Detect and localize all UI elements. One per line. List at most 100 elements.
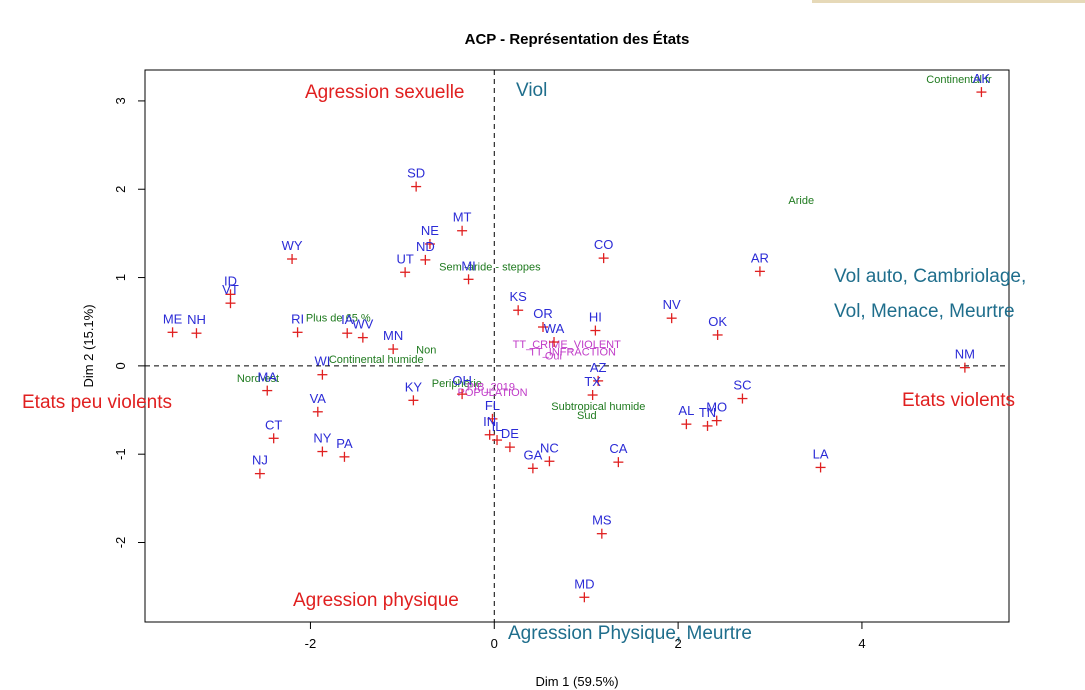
top-decorative-strip <box>812 0 1085 3</box>
state-point: KS <box>510 289 527 316</box>
supplementary-label: Continental humide <box>329 354 424 366</box>
state-label: NY <box>313 431 331 446</box>
state-label: KY <box>405 379 423 394</box>
supplementary-labels: Continental fr Aride Semi-aride - steppes P… <box>237 74 992 422</box>
y-tick-label: 1 <box>113 274 128 281</box>
state-point: MA <box>257 370 277 396</box>
plot-area <box>144 69 1010 623</box>
state-point: AL <box>678 403 694 430</box>
state-point: DE <box>501 426 519 453</box>
state-label: TN <box>699 405 716 420</box>
state-point: SC <box>733 378 751 404</box>
state-label: NM <box>955 347 975 362</box>
state-point: ME <box>163 311 183 338</box>
state-point: NH <box>187 312 206 339</box>
variable-label: TT_CRIME_VIOLENT <box>513 339 621 351</box>
x-tick-label: 0 <box>491 636 498 651</box>
state-point: IN <box>483 414 496 440</box>
state-label: NH <box>187 312 206 327</box>
state-label: GA <box>523 447 542 462</box>
plot-border <box>144 69 1010 623</box>
state-label: IA <box>341 312 354 327</box>
state-point: TX <box>584 374 601 401</box>
state-point: MN <box>383 328 403 355</box>
supplementary-label: Non <box>416 345 436 357</box>
state-label: ID <box>224 273 237 288</box>
state-label: AK <box>973 71 991 86</box>
state-label: AR <box>751 250 769 265</box>
y-axis: -2 -1 0 1 2 3 <box>113 97 145 548</box>
state-label: AL <box>678 403 694 418</box>
state-point: AR <box>751 250 769 277</box>
annotation-etats-violents: Etats violents <box>902 390 1015 411</box>
supplementary-label: Subtropical humide <box>551 401 645 413</box>
state-point: NV <box>663 297 681 324</box>
state-point: KY <box>405 379 423 406</box>
supplementary-label: Sud <box>577 410 597 422</box>
y-tick-label: 0 <box>113 362 128 369</box>
state-label: FL <box>485 398 500 413</box>
state-label: MN <box>383 328 403 343</box>
state-point: LA <box>813 446 829 473</box>
state-label: MS <box>592 513 612 528</box>
state-label: MI <box>461 258 475 273</box>
variable-label: POPULATION <box>458 387 528 399</box>
annotation-viol: Viol <box>516 80 547 101</box>
state-label: CA <box>609 441 627 456</box>
x-axis: -2 0 2 4 <box>305 622 866 651</box>
state-point: IA <box>341 312 354 339</box>
state-label: SC <box>733 378 751 393</box>
variable-label: Oui <box>545 351 562 363</box>
state-point: MO <box>706 400 727 426</box>
annotation-vol-auto-cambriolage: Vol auto, Cambriolage, <box>834 266 1026 287</box>
state-point: NM <box>955 347 975 373</box>
state-label: NE <box>421 223 439 238</box>
supplementary-label: Plus de 65 % <box>306 313 371 325</box>
state-label: CT <box>265 417 282 432</box>
state-point: OK <box>708 314 727 340</box>
state-label: ND <box>416 239 435 254</box>
state-label: AZ <box>590 360 607 375</box>
state-point: NC <box>540 440 559 467</box>
variable-label: TT_INFRACTION <box>529 346 616 358</box>
state-label: NJ <box>252 453 268 468</box>
x-tick-label: 2 <box>674 636 681 651</box>
state-label: IN <box>483 414 496 429</box>
state-point: TN <box>699 405 716 431</box>
supplementary-label: Semi-aride - steppes <box>439 261 541 273</box>
state-label: LA <box>813 446 829 461</box>
state-label: WY <box>282 238 303 253</box>
state-point: HI <box>589 310 602 336</box>
state-point: AZ <box>590 360 607 386</box>
state-point: CO <box>594 237 613 264</box>
state-label: SD <box>407 166 425 181</box>
y-tick-label: 2 <box>113 186 128 193</box>
state-point: ID <box>224 273 237 300</box>
state-point: VA <box>310 391 326 417</box>
annotation-etats-peu-violents: Etats peu violents <box>22 392 172 413</box>
state-point: OH <box>452 373 472 400</box>
state-point: FL <box>485 398 500 424</box>
state-label: RI <box>291 311 304 326</box>
state-label: TX <box>584 374 601 389</box>
state-label: ME <box>163 311 183 326</box>
state-label: PA <box>336 436 353 451</box>
state-label: UT <box>396 251 413 266</box>
state-point: MT <box>453 210 472 236</box>
y-tick-label: 3 <box>113 97 128 104</box>
state-point: CA <box>609 441 628 468</box>
state-point: PA <box>336 436 353 462</box>
state-point: UT <box>396 251 414 278</box>
state-label: OK <box>708 314 727 329</box>
state-point: MS <box>592 513 612 539</box>
chart-title: ACP - Représentation des États <box>465 31 690 48</box>
x-axis-label: Dim 1 (59.5%) <box>535 674 618 689</box>
state-point: NY <box>313 431 332 457</box>
state-point: OR <box>533 306 553 333</box>
state-label: HI <box>589 310 602 325</box>
state-label: IL <box>492 419 503 434</box>
y-axis-label: Dim 2 (15.1%) <box>81 304 96 387</box>
